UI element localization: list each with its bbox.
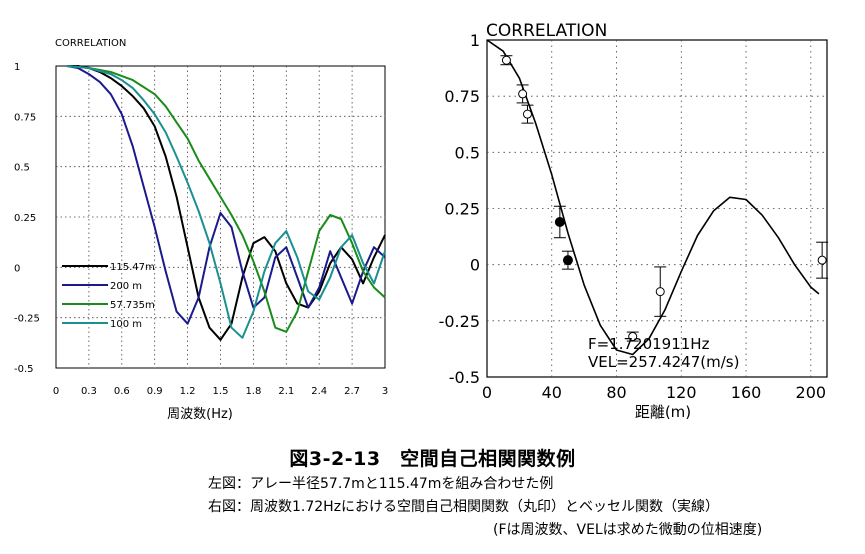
left-x-tick-label: 2.1 [278, 386, 294, 397]
legend-label: 200 m [110, 281, 142, 292]
right-y-tick-label: -0.5 [449, 368, 480, 387]
legend-label: 57.735m [110, 300, 155, 311]
observed-point [521, 104, 534, 124]
left-x-tick-label: 2.4 [311, 386, 327, 397]
bessel-function-curve [486, 39, 820, 356]
right-x-tick-label: 120 [666, 383, 697, 402]
left-y-tick-label: 0.75 [14, 112, 36, 123]
left-x-tick-label: 2.7 [344, 386, 360, 397]
left-x-tick-label: 0.3 [81, 386, 97, 397]
left-series-line [66, 65, 386, 339]
right-x-tick-label: 0 [482, 383, 492, 402]
left-y-tick-label: 0.5 [14, 163, 30, 174]
figure-caption-line-3: (Fは周波数、VELは求めた微動の位相速度) [493, 522, 763, 538]
left-x-tick-label: 0.6 [114, 386, 130, 397]
figure-caption-line-1: 左図：アレー半径57.7mと115.47mを組み合わせた例 [208, 476, 554, 492]
observed-point [654, 266, 667, 317]
observed-point [816, 241, 829, 279]
observed-point-open-marker [628, 332, 638, 342]
right-x-tick-label: 40 [542, 383, 562, 402]
observed-point [553, 205, 566, 239]
left-x-axis-label: 周波数(Hz) [167, 407, 233, 422]
right-y-tick-label: 1 [470, 31, 480, 50]
left-x-tick-label: 3 [382, 386, 388, 397]
legend-label: 115.47m [110, 262, 155, 273]
left-y-tick-label: -0.5 [14, 364, 34, 375]
left-y-tick-label: 0 [14, 263, 20, 274]
figure-caption-line-2: 右図：周波数1.72Hzにおける空間自己相関関数（丸印）とベッセル関数（実線） [208, 499, 720, 515]
right-x-axis-label: 距離(m) [635, 403, 691, 421]
observed-point-filled-marker [562, 255, 573, 266]
right-x-tick-label: 200 [796, 383, 827, 402]
right-y-tick-label: -0.25 [439, 312, 480, 331]
figure-canvas: CORRELATION 1 0.75 0.5 0.25 0 -0.25 -0.5 0 0.3 0… [14, 21, 829, 422]
left-series-line [67, 65, 386, 341]
right-x-tick-label: 80 [606, 383, 626, 402]
right-y-tick-label: 0.25 [444, 200, 480, 219]
left-series-line [66, 65, 386, 333]
right-x-tick-label: 160 [731, 383, 762, 402]
observed-point-open-marker [518, 89, 528, 99]
velocity-annotation: VEL=257.4247(m/s) [588, 353, 739, 371]
observed-point [561, 250, 574, 270]
observed-point [626, 331, 639, 342]
right-y-tick-label: 0.75 [444, 87, 480, 106]
observed-point-filled-marker [554, 216, 565, 227]
right-y-tick-label: 0 [470, 256, 480, 275]
left-chart-title: CORRELATION [55, 38, 126, 49]
right-y-tick-label: 0.5 [455, 143, 480, 162]
observed-point-open-marker [522, 109, 532, 119]
observed-point [516, 84, 529, 104]
left-y-tick-label: -0.25 [14, 314, 40, 325]
observed-point-open-marker [501, 55, 511, 65]
observed-point-open-marker [655, 287, 665, 297]
left-x-tick-label: 1.8 [245, 386, 261, 397]
frequency-annotation: F=1.7201911Hz [588, 335, 710, 353]
left-y-tick-label: 1 [14, 62, 20, 73]
left-x-tick-label: 1.2 [180, 386, 196, 397]
legend-label: 100 m [110, 319, 142, 330]
observed-point [500, 55, 513, 66]
left-x-tick-label: 0.9 [147, 386, 163, 397]
figure-caption-title: 図3-2-13 空間自己相関関数例 [289, 448, 576, 470]
right-correlation-chart: CORRELATION 1 0.75 0.5 0.25 0 -0.25 -0.5 0 40 80… [439, 21, 829, 421]
left-x-tick-label: 0 [53, 386, 59, 397]
left-y-tick-label: 0.25 [14, 213, 36, 224]
left-series-line [66, 65, 386, 325]
observed-point-open-marker [817, 255, 827, 265]
right-chart-title: CORRELATION [486, 21, 607, 41]
left-correlation-chart: CORRELATION 1 0.75 0.5 0.25 0 -0.25 -0.5 0 0.3 0… [14, 38, 388, 422]
left-x-tick-label: 1.5 [213, 386, 229, 397]
